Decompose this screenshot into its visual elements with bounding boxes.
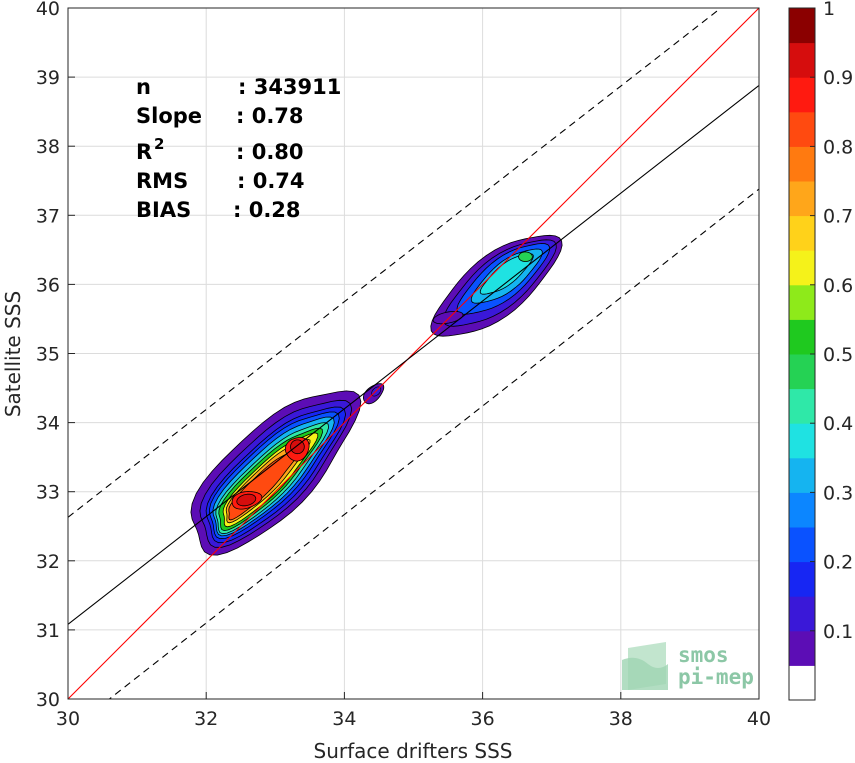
colorbar-swatch-14 [789,181,815,217]
colorbar-swatch-12 [789,250,815,286]
colorbar-swatch-6 [789,457,815,493]
stat-key-r2: R [136,140,152,164]
stat-key-r2-sup: 2 [154,135,164,153]
colorbar-swatch-0 [789,665,815,701]
y-tick-label-9: 39 [36,67,60,89]
y-tick-label-1: 31 [36,620,60,642]
x-axis-ticks: 30 32 34 36 38 40 [56,692,771,730]
y-tick-label-7: 37 [36,205,60,227]
logo-text-pimep: pi-mep [678,665,754,689]
stat-key-slope: Slope [136,104,202,128]
colorbar-swatch-9 [789,354,815,390]
x-axis-label: Surface drifters SSS [314,739,513,763]
colorbar-swatch-13 [789,215,815,251]
smos-pi-mep-logo: smos pi-mep [622,642,754,690]
colorbar-tick-label-7: 0.8 [823,136,853,158]
colorbar-swatch-17 [789,77,815,113]
colorbar [789,8,815,701]
colorbar-swatch-8 [789,388,815,424]
stat-key-rms: RMS [136,169,188,193]
y-tick-label-0: 30 [36,689,60,711]
contour-upper-core [518,251,533,262]
stat-key-n: n [136,75,151,99]
colorbar-swatch-15 [789,146,815,182]
stat-value-n: : 343911 [238,75,341,99]
colorbar-swatch-7 [789,423,815,459]
colorbar-swatch-19 [789,8,815,44]
y-tick-label-2: 32 [36,551,60,573]
x-tick-label-5: 40 [747,708,771,730]
colorbar-swatch-5 [789,492,815,528]
stats-box: n : 343911 Slope : 0.78 R 2 : 0.80 RMS :… [136,75,341,222]
colorbar-swatch-4 [789,527,815,563]
colorbar-tick-label-3: 0.4 [823,413,853,435]
line-upper-bound [68,8,722,518]
contour-core-a-inner [236,493,257,507]
colorbar-swatch-2 [789,596,815,632]
y-tick-label-8: 38 [36,136,60,158]
y-tick-label-4: 34 [36,413,60,435]
colorbar-tick-label-1: 0.2 [823,552,853,574]
reference-lines [68,8,759,699]
y-axis-ticks: 30 31 32 33 34 35 36 37 38 39 40 [36,0,75,711]
x-tick-label-2: 34 [332,708,356,730]
x-tick-label-1: 32 [194,708,218,730]
colorbar-tick-label-9: 1 [823,0,835,20]
colorbar-tick-label-2: 0.3 [823,482,853,504]
line-one-to-one [68,8,759,699]
colorbar-swatch-18 [789,42,815,78]
contour-upper-level-7 [479,253,534,295]
stat-value-slope: : 0.78 [236,104,304,128]
colorbar-swatch-3 [789,561,815,597]
colorbar-ticks: 0.1 0.2 0.3 0.4 0.5 0.6 0.7 0.8 0.9 1 [810,0,853,643]
x-tick-label-3: 36 [471,708,495,730]
logo-text-smos: smos [678,643,729,667]
colorbar-swatch-10 [789,319,815,355]
stat-value-rms: : 0.74 [237,169,305,193]
colorbar-swatch-11 [789,284,815,320]
line-lower-bound [108,188,759,699]
line-regression [68,84,759,625]
y-tick-label-3: 33 [36,482,60,504]
x-tick-label-4: 38 [609,708,633,730]
colorbar-tick-label-0: 0.1 [823,621,853,643]
stat-value-bias: : 0.28 [233,198,301,222]
contours [190,234,563,556]
y-tick-label-5: 35 [36,344,60,366]
y-tick-label-6: 36 [36,274,60,296]
stat-key-bias: BIAS [136,198,191,222]
colorbar-tick-label-8: 0.9 [823,67,853,89]
colorbar-swatch-16 [789,111,815,147]
y-tick-label-10: 40 [36,0,60,20]
colorbar-tick-label-5: 0.6 [823,275,853,297]
y-axis-label: Satellite SSS [1,291,25,417]
colorbar-swatch-1 [789,630,815,666]
colorbar-tick-label-4: 0.5 [823,344,853,366]
colorbar-tick-label-6: 0.7 [823,206,853,228]
logo-wave-icon-2 [622,657,668,690]
stat-value-r2: : 0.80 [236,140,304,164]
x-tick-label-0: 30 [56,708,80,730]
